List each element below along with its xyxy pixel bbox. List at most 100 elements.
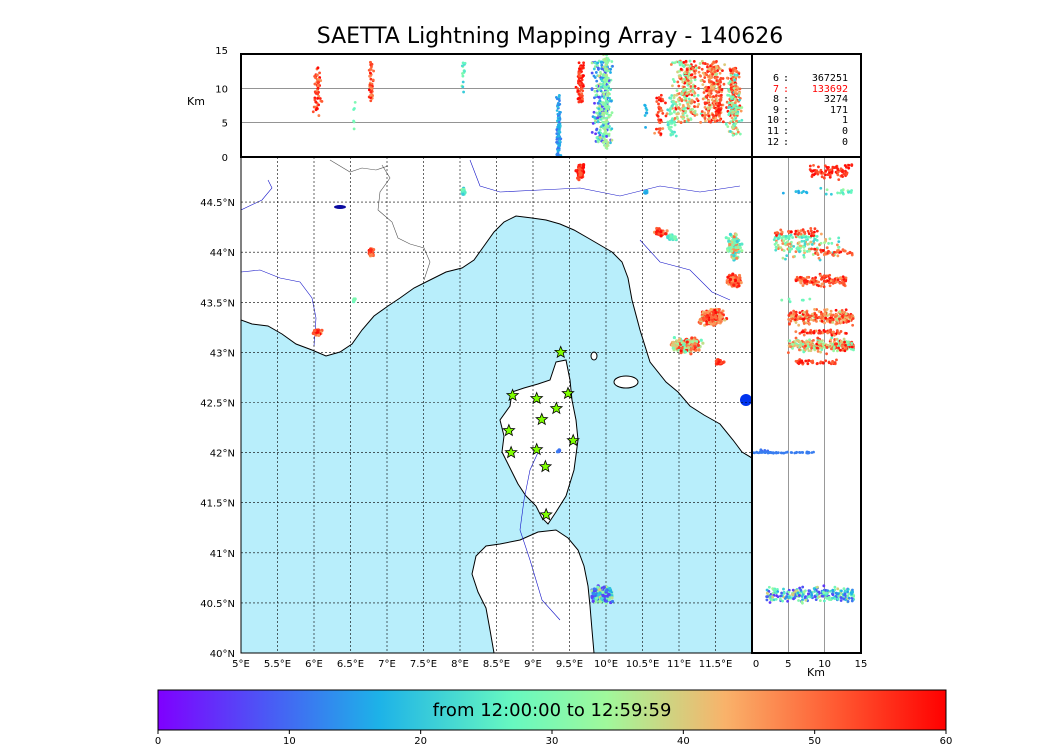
station-count-row: 7: 133692 bbox=[754, 84, 860, 96]
flash-point bbox=[791, 588, 795, 592]
flash-point bbox=[655, 96, 659, 100]
latitude-tick-labels: 40°N 40.5°N 41°N 41.5°N 42°N 42.5°N 43°N 43.5°N… bbox=[200, 198, 235, 660]
flash-point bbox=[317, 94, 321, 98]
lat-tick-label: 44°N bbox=[210, 248, 235, 259]
flash-point bbox=[664, 101, 667, 105]
flash-point bbox=[805, 312, 809, 316]
flash-point bbox=[317, 81, 320, 85]
flash-point bbox=[810, 593, 814, 597]
flash-point bbox=[602, 78, 606, 82]
flash-point bbox=[605, 77, 609, 80]
colorbar-tick-label: 10 bbox=[283, 736, 296, 747]
flash-point bbox=[830, 318, 834, 322]
flash-point bbox=[836, 321, 839, 325]
flash-point bbox=[313, 82, 317, 86]
flash-point bbox=[796, 591, 800, 595]
flash-point bbox=[789, 345, 793, 348]
flash-point bbox=[657, 118, 661, 122]
flash-point bbox=[809, 349, 813, 353]
flash-point bbox=[825, 246, 829, 250]
flash-point bbox=[799, 232, 803, 236]
flash-point bbox=[367, 88, 371, 92]
flash-point bbox=[682, 89, 685, 93]
side-frame bbox=[751, 156, 862, 654]
river-line bbox=[639, 239, 731, 301]
flash-point bbox=[806, 229, 810, 233]
flash-point bbox=[680, 92, 684, 95]
flash-point bbox=[735, 240, 739, 244]
flash-point bbox=[693, 91, 697, 95]
flash-point bbox=[710, 89, 713, 93]
flash-point bbox=[707, 85, 711, 89]
flash-point bbox=[794, 279, 798, 283]
flash-point bbox=[846, 594, 850, 598]
flash-point bbox=[712, 104, 716, 107]
flash-point bbox=[669, 133, 673, 137]
flash-point bbox=[733, 278, 738, 283]
flash-point bbox=[787, 317, 791, 321]
flash-point bbox=[839, 167, 843, 171]
flash-point bbox=[810, 451, 814, 454]
flash-point bbox=[774, 597, 778, 601]
flash-point bbox=[843, 349, 847, 353]
flash-point bbox=[712, 95, 715, 98]
flash-point bbox=[558, 144, 561, 148]
flash-point bbox=[809, 227, 813, 230]
flash-point bbox=[727, 88, 730, 91]
flash-point bbox=[845, 173, 849, 176]
flash-point bbox=[825, 308, 829, 311]
flash-point bbox=[697, 70, 701, 74]
flash-point bbox=[808, 322, 811, 326]
flash-point bbox=[848, 315, 852, 319]
flash-point bbox=[685, 114, 689, 118]
flash-point bbox=[833, 333, 836, 337]
flash-point bbox=[581, 66, 585, 70]
flash-point bbox=[837, 315, 841, 318]
flash-point bbox=[711, 86, 715, 90]
flash-point bbox=[712, 101, 716, 105]
flash-point bbox=[689, 110, 693, 114]
flash-point bbox=[717, 104, 720, 108]
flash-point bbox=[843, 592, 847, 596]
flash-point bbox=[714, 311, 718, 315]
flash-point bbox=[737, 250, 741, 254]
flash-point bbox=[690, 100, 694, 104]
flash-point bbox=[831, 593, 835, 597]
flash-point bbox=[694, 69, 698, 73]
flash-point bbox=[840, 309, 844, 312]
flash-point bbox=[725, 106, 728, 109]
flash-point bbox=[818, 595, 821, 599]
station-star bbox=[553, 345, 568, 359]
flash-point bbox=[593, 89, 597, 93]
flash-point bbox=[794, 229, 798, 233]
flash-point bbox=[660, 109, 664, 113]
flash-point bbox=[804, 235, 808, 239]
station-star bbox=[561, 386, 575, 400]
lon-tick-label: 6°E bbox=[305, 659, 323, 670]
flash-point bbox=[814, 313, 818, 317]
flash-point bbox=[825, 165, 829, 169]
flash-point bbox=[824, 192, 828, 196]
flash-point bbox=[697, 66, 701, 70]
flash-point bbox=[714, 116, 718, 120]
flash-point bbox=[730, 101, 734, 105]
flash-point bbox=[691, 86, 695, 89]
flash-point bbox=[728, 232, 733, 236]
flash-point bbox=[798, 311, 802, 315]
flash-point bbox=[701, 341, 705, 345]
flash-point bbox=[352, 298, 356, 302]
separator: : bbox=[782, 125, 790, 137]
flash-point bbox=[798, 235, 801, 239]
flash-point bbox=[812, 587, 816, 590]
flash-point bbox=[731, 126, 735, 130]
flash-point bbox=[718, 118, 722, 122]
flash-point bbox=[818, 599, 822, 603]
flash-point bbox=[802, 245, 806, 249]
small-island bbox=[590, 351, 598, 361]
flash-point bbox=[597, 66, 600, 70]
flash-point bbox=[798, 317, 802, 321]
flash-point bbox=[840, 174, 844, 177]
flash-point bbox=[719, 76, 723, 80]
mainland-land bbox=[241, 157, 752, 459]
